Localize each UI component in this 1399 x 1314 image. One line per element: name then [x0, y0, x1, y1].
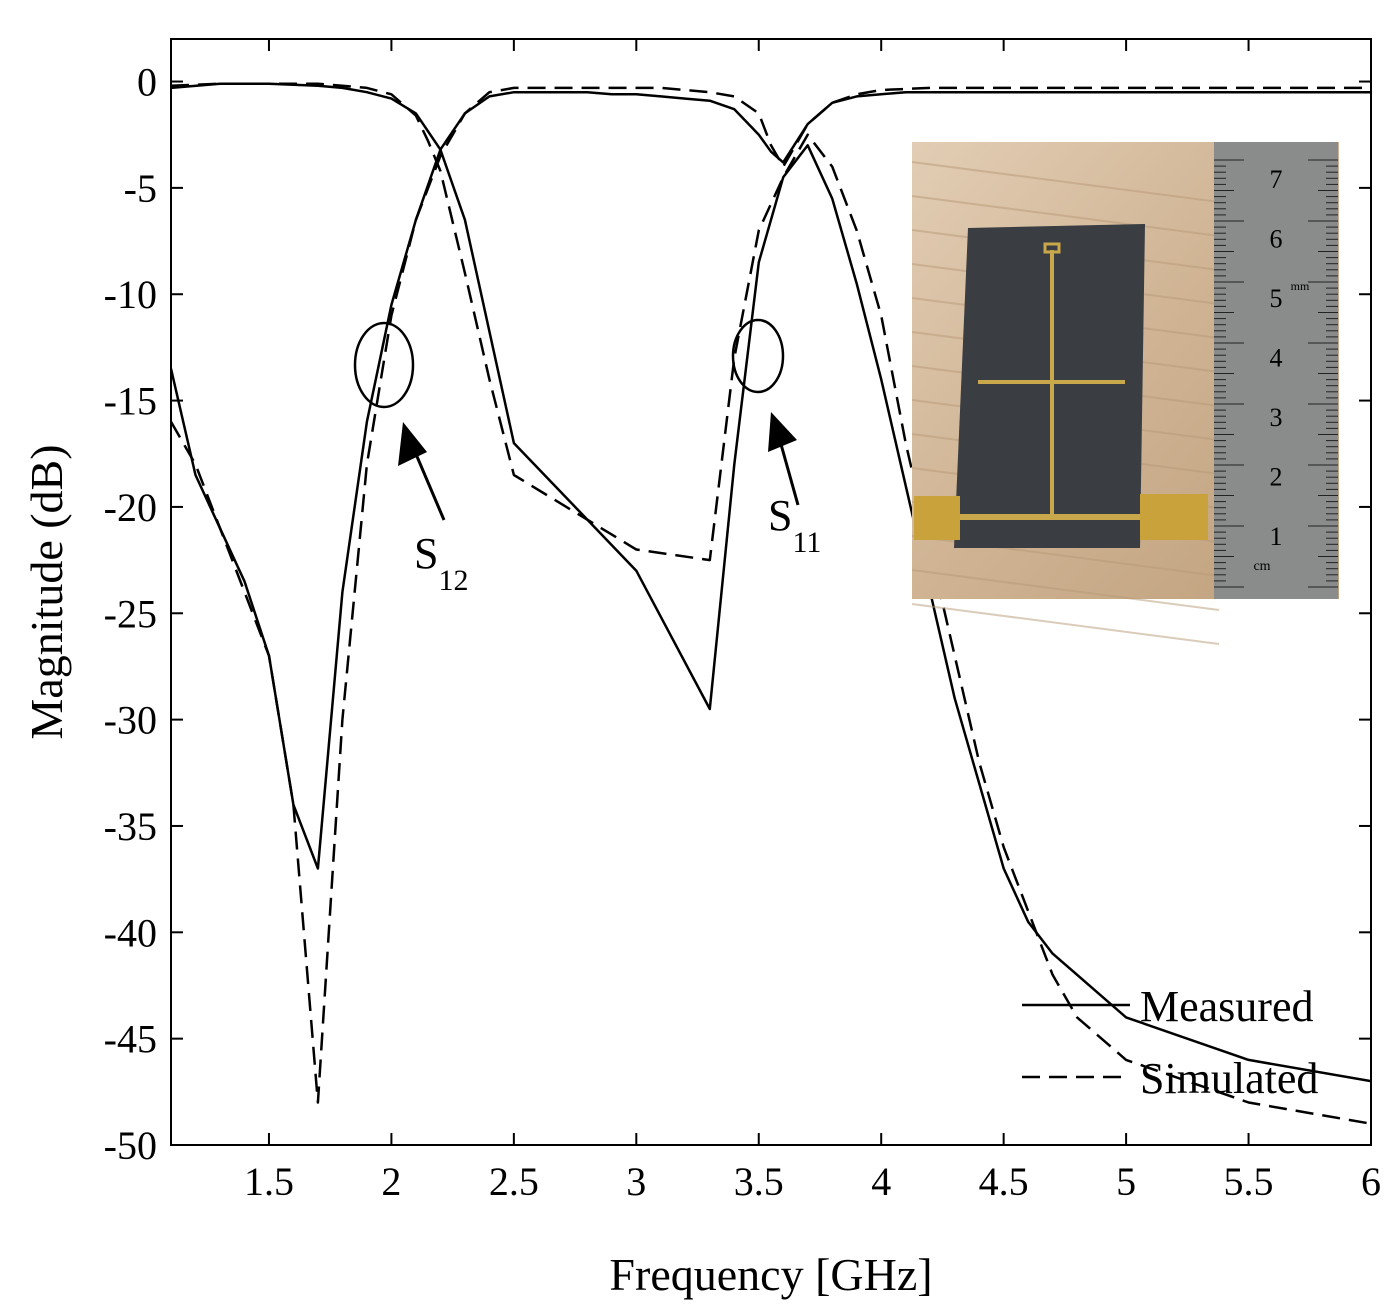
- y-axis-title: Magnitude (dB): [21, 444, 72, 739]
- pcb-board: [954, 224, 1145, 548]
- ruler: [1214, 142, 1338, 599]
- axes-text: 1.5 2 2.5 3 3.5 4 4.5 5 5.5 6 0 -5 -10 -15 -20 -25 -30 -3…: [21, 60, 1381, 1300]
- s12-arrow-head: [398, 422, 427, 466]
- ruler-number: 3: [1270, 403, 1283, 432]
- x-tick-label: 3.5: [734, 1159, 784, 1204]
- ruler-number: 2: [1270, 463, 1283, 492]
- wood-grain: [911, 603, 1220, 645]
- y-tick-label: -40: [104, 910, 157, 955]
- y-tick-label: -5: [124, 166, 157, 211]
- s11-label: S11: [768, 491, 821, 559]
- y-tick-label: -20: [104, 485, 157, 530]
- s11-ellipse: [731, 318, 785, 394]
- x-tick-label: 2.5: [489, 1159, 539, 1204]
- x-tick-label: 5.5: [1224, 1159, 1274, 1204]
- y-tick-label: -50: [104, 1123, 157, 1168]
- ruler-number: 4: [1270, 344, 1283, 373]
- annotations-layer: S12 S11: [353, 318, 821, 597]
- x-tick-label: 1.5: [244, 1159, 294, 1204]
- wood-grain: [911, 161, 1220, 203]
- x-tick-label: 4.5: [979, 1159, 1029, 1204]
- x-tick-label: 2: [381, 1159, 401, 1204]
- y-tick-label: -10: [104, 272, 157, 317]
- ruler-number: 6: [1270, 225, 1283, 254]
- inset-photo: 7 6 5 4 3 2 1cm mm: [911, 142, 1339, 645]
- series-layer: [171, 82, 1371, 1125]
- plot-frame: [170, 38, 1372, 1146]
- y-tick-label: -30: [104, 698, 157, 743]
- legend-label-measured: Measured: [1140, 982, 1314, 1031]
- y-tick-label: -15: [104, 379, 157, 424]
- legend-label-simulated: Simulated: [1140, 1054, 1318, 1103]
- series-line-s12-measured: [171, 82, 1371, 1083]
- x-tick-label: 5: [1116, 1159, 1136, 1204]
- trace-stub: [1043, 242, 1061, 254]
- s12-ellipse: [353, 321, 415, 409]
- ruler-number: 7: [1270, 165, 1283, 194]
- series-line-s11-simulated: [171, 86, 1371, 1104]
- y-tick-label: 0: [137, 60, 157, 105]
- sma-connector-left: [914, 496, 960, 540]
- x-axis-title: Frequency [GHz]: [609, 1249, 932, 1300]
- series-line-s11-measured: [171, 90, 1371, 870]
- y-tick-label: -25: [104, 591, 157, 636]
- wood-grain: [911, 195, 1220, 237]
- wood-grain: [911, 569, 1220, 611]
- legend: Measured Simulated: [1022, 982, 1318, 1103]
- x-tick-label: 3: [626, 1159, 646, 1204]
- sma-connector-right: [1140, 494, 1208, 540]
- x-tick-label: 4: [871, 1159, 891, 1204]
- ruler-number: 1: [1270, 522, 1283, 551]
- y-tick-label: -35: [104, 804, 157, 849]
- plot-area: [170, 38, 1372, 1146]
- y-tick-label: -45: [104, 1017, 157, 1062]
- x-tick-label: 6: [1361, 1159, 1381, 1204]
- ruler-mm-label: mm: [1291, 279, 1310, 293]
- s12-label: S12: [414, 529, 468, 597]
- ruler-number: 5: [1270, 284, 1283, 313]
- series-line-s12-simulated: [171, 82, 1371, 1125]
- s11-arrow-head: [768, 412, 797, 452]
- ruler-cm-label: cm: [1253, 559, 1270, 574]
